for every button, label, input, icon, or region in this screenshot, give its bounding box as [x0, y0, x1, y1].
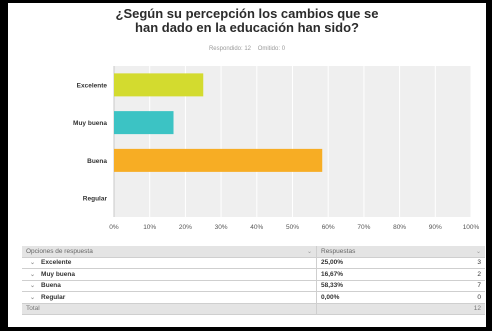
table-header-row: Opciones de respuesta ⌄ Respuestas ⌄ [22, 246, 485, 258]
question-title: ¿Según su percepción los cambios que se … [8, 7, 486, 35]
category-label: Excelente [77, 82, 108, 89]
header-options[interactable]: Opciones de respuesta ⌄ [22, 246, 317, 258]
question-title-line-1: ¿Según su percepción los cambios que se [115, 6, 379, 21]
x-tick-label: 30% [215, 224, 228, 231]
option-count: 7 [457, 280, 485, 292]
bar [114, 111, 174, 135]
sort-chevron-icon[interactable]: ⌄ [306, 248, 312, 255]
sort-chevron-icon[interactable]: ⌄ [475, 248, 481, 255]
responses-table: Opciones de respuesta ⌄ Respuestas ⌄ ⌄ Ex… [22, 246, 485, 315]
category-label: Muy buena [73, 120, 107, 127]
x-tick-label: 50% [286, 224, 299, 231]
x-tick-label: 0% [109, 224, 119, 231]
header-count: ⌄ [457, 246, 485, 258]
total-count: 12 [457, 303, 485, 315]
table-row[interactable]: ⌄ Excelente 25,00% 3 [22, 257, 485, 269]
header-options-label: Opciones de respuesta [26, 247, 93, 255]
chevron-down-icon[interactable]: ⌄ [30, 260, 36, 267]
x-tick-label: 60% [322, 224, 335, 231]
bar [114, 148, 323, 172]
x-tick-label: 70% [357, 224, 370, 231]
option-label: Excelente [41, 259, 72, 267]
skipped-count: Omitido: 0 [257, 46, 286, 52]
x-tick-label: 80% [393, 224, 406, 231]
table-row[interactable]: ⌄ Buena 58,33% 7 [22, 280, 485, 292]
x-tick-label: 100% [463, 224, 480, 231]
response-summary: Respondido: 12 Omitido: 0 [8, 46, 486, 52]
bar [114, 73, 204, 97]
chevron-down-icon[interactable]: ⌄ [30, 271, 36, 278]
table-row[interactable]: ⌄ Regular 0,00% 0 [22, 291, 485, 304]
table-row[interactable]: ⌄ Muy buena 16,67% 2 [22, 268, 485, 281]
option-percent: 58,33% [316, 280, 457, 292]
option-count: 3 [457, 257, 485, 269]
total-label: Total [22, 303, 317, 315]
bar-chart: 0% 10% 20% 30% 40% 50% 60% 70% 80% 90% 100% Excelen… [73, 66, 480, 231]
option-label: Regular [41, 293, 66, 301]
x-tick-label: 10% [143, 224, 156, 231]
table-total-row: Total 12 [22, 303, 485, 315]
option-count: 0 [457, 291, 485, 304]
x-tick-label: 20% [179, 224, 192, 231]
header-responses-label: Respuestas [321, 247, 356, 255]
chevron-down-icon[interactable]: ⌄ [30, 283, 36, 290]
option-percent: 25,00% [316, 257, 457, 269]
option-count: 2 [457, 268, 485, 281]
chevron-down-icon[interactable]: ⌄ [30, 294, 36, 301]
option-percent: 0,00% [316, 291, 457, 304]
x-tick-label: 90% [429, 224, 442, 231]
option-label: Buena [41, 282, 61, 290]
header-responses[interactable]: Respuestas [316, 246, 457, 258]
survey-panel: ¿Según su percepción los cambios que se … [8, 3, 486, 327]
option-percent: 16,67% [316, 268, 457, 281]
category-label: Buena [87, 158, 107, 165]
question-title-line-2: han dado en la educación han sido? [135, 20, 359, 35]
category-label: Regular [83, 196, 108, 203]
option-label: Muy buena [41, 270, 75, 278]
total-spacer [316, 303, 457, 315]
answered-count: Respondido: 12 [208, 46, 252, 52]
x-tick-label: 40% [250, 224, 263, 231]
